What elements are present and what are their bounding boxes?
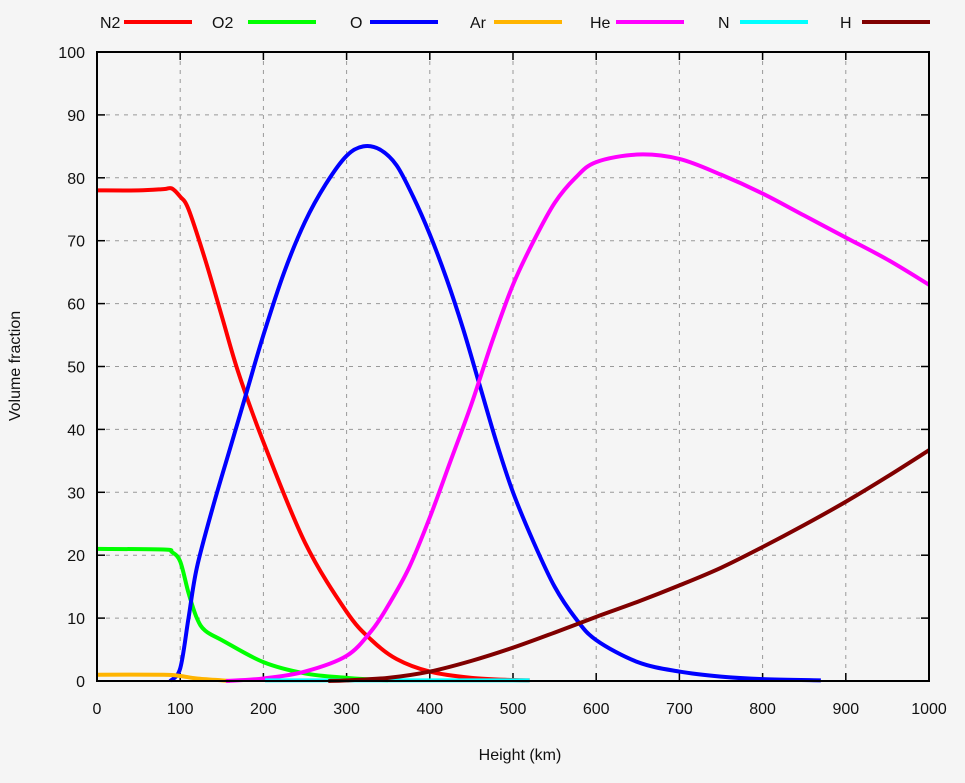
y-tick-label: 40: [67, 422, 85, 439]
series-line-n2: [96, 186, 530, 683]
x-tick-label: 200: [250, 701, 277, 718]
y-tick-label: 70: [67, 234, 85, 251]
legend-label-ar: Ar: [470, 15, 487, 32]
y-tick-label: 80: [67, 171, 85, 188]
legend: N2 O2 O Ar He N H: [100, 15, 930, 32]
x-tick-label: 600: [583, 701, 610, 718]
legend-label-o2: O2: [212, 15, 233, 32]
ticks: 0 100 200 300 400 500 600 700 800 900 1000 0 10 20 30 4…: [58, 45, 947, 718]
y-tick-label: 10: [67, 611, 85, 628]
y-tick-label: 90: [67, 108, 85, 125]
legend-label-o: O: [350, 15, 362, 32]
y-tick-label: 50: [67, 360, 85, 377]
plot-frame: [96, 51, 930, 682]
series-line-h: [328, 448, 931, 683]
x-tick-label: 400: [416, 701, 443, 718]
legend-label-h: H: [840, 15, 852, 32]
x-tick-label: 500: [500, 701, 527, 718]
x-axis-label: Height (km): [479, 747, 562, 764]
grid: [97, 52, 929, 681]
y-tick-label: 60: [67, 297, 85, 314]
series-line-he: [225, 152, 931, 683]
y-tick-label: 100: [58, 45, 85, 62]
y-tick-label: 20: [67, 548, 85, 565]
series-line-o2: [96, 546, 389, 683]
series-line-o: [168, 143, 821, 683]
x-tick-label: 800: [749, 701, 776, 718]
y-tick-label: 30: [67, 485, 85, 502]
x-tick-label: 0: [93, 701, 102, 718]
y-axis-label: Volume fraction: [7, 311, 24, 421]
legend-label-he: He: [590, 15, 611, 32]
y-tick-label: 0: [76, 674, 85, 691]
legend-label-n: N: [718, 15, 730, 32]
x-tick-label: 300: [333, 701, 360, 718]
x-tick-label: 700: [666, 701, 693, 718]
x-tick-label: 100: [167, 701, 194, 718]
x-tick-label: 900: [832, 701, 859, 718]
legend-label-n2: N2: [100, 15, 121, 32]
x-tick-label: 1000: [911, 701, 947, 718]
